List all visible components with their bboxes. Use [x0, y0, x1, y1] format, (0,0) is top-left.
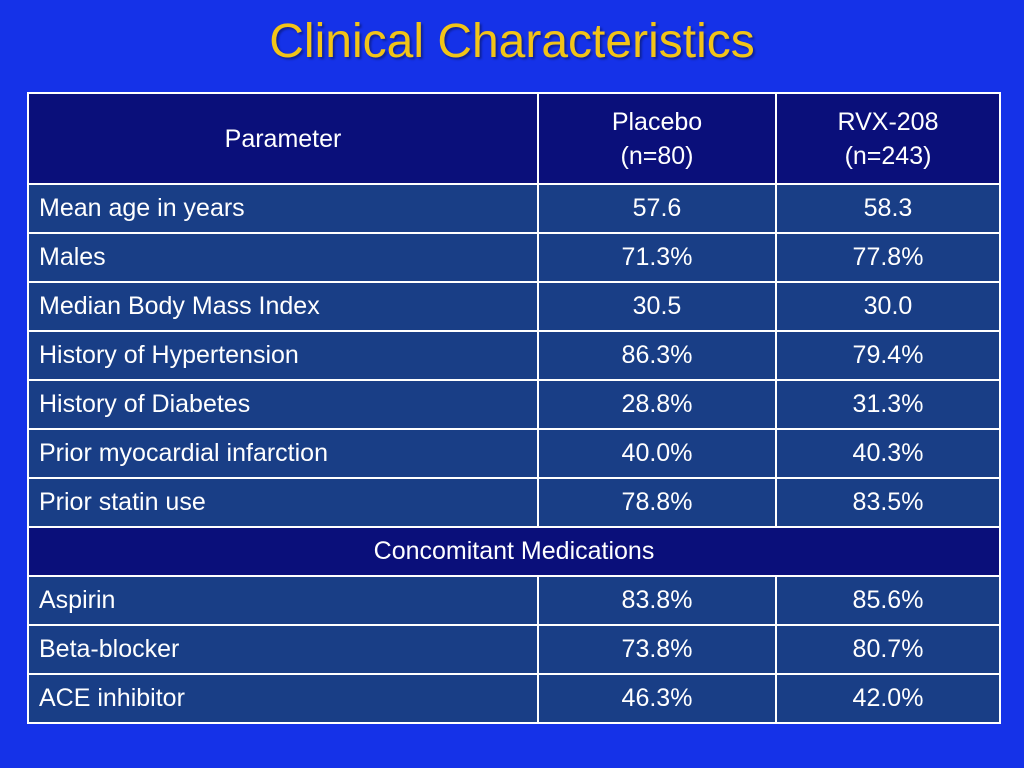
row-rvx208-value: 31.3%: [775, 379, 1001, 430]
row-parameter: Aspirin: [27, 575, 539, 626]
row-rvx208-value: 30.0: [775, 281, 1001, 332]
row-parameter: Prior statin use: [27, 477, 539, 528]
table-row: Beta-blocker 73.8% 80.7%: [27, 624, 1001, 675]
row-rvx208-value: 85.6%: [775, 575, 1001, 626]
row-placebo-value: 57.6: [537, 183, 777, 234]
section-row-concomitant-medications: Concomitant Medications: [27, 526, 1001, 577]
header-rvx208: RVX-208 (n=243): [775, 92, 1001, 185]
row-rvx208-value: 79.4%: [775, 330, 1001, 381]
row-parameter: Beta-blocker: [27, 624, 539, 675]
table-row: History of Diabetes 28.8% 31.3%: [27, 379, 1001, 430]
row-rvx208-value: 77.8%: [775, 232, 1001, 283]
table-row: Aspirin 83.8% 85.6%: [27, 575, 1001, 626]
table-row: Prior myocardial infarction 40.0% 40.3%: [27, 428, 1001, 479]
slide-title: Clinical Characteristics: [269, 15, 755, 68]
table-row: History of Hypertension 86.3% 79.4%: [27, 330, 1001, 381]
row-placebo-value: 71.3%: [537, 232, 777, 283]
row-placebo-value: 86.3%: [537, 330, 777, 381]
row-placebo-value: 28.8%: [537, 379, 777, 430]
table-row: Median Body Mass Index 30.5 30.0: [27, 281, 1001, 332]
header-placebo: Placebo (n=80): [537, 92, 777, 185]
header-parameter: Parameter: [27, 92, 539, 185]
row-rvx208-value: 42.0%: [775, 673, 1001, 724]
table-row: ACE inhibitor 46.3% 42.0%: [27, 673, 1001, 724]
section-label: Concomitant Medications: [27, 526, 1001, 577]
clinical-characteristics-table: Parameter Placebo (n=80) RVX-208 (n=243)…: [27, 92, 1001, 724]
row-placebo-value: 83.8%: [537, 575, 777, 626]
header-placebo-label: Placebo: [611, 107, 703, 136]
row-rvx208-value: 83.5%: [775, 477, 1001, 528]
row-parameter: Median Body Mass Index: [27, 281, 539, 332]
row-placebo-value: 73.8%: [537, 624, 777, 675]
row-placebo-value: 30.5: [537, 281, 777, 332]
header-rvx208-label: RVX-208: [837, 107, 939, 136]
table-row: Prior statin use 78.8% 83.5%: [27, 477, 1001, 528]
table-row: Mean age in years 57.6 58.3: [27, 183, 1001, 234]
row-parameter: Mean age in years: [27, 183, 539, 234]
row-rvx208-value: 40.3%: [775, 428, 1001, 479]
header-rvx208-n: (n=243): [844, 141, 932, 170]
row-parameter: History of Diabetes: [27, 379, 539, 430]
row-placebo-value: 78.8%: [537, 477, 777, 528]
header-placebo-n: (n=80): [620, 141, 694, 170]
row-parameter: ACE inhibitor: [27, 673, 539, 724]
row-parameter: Males: [27, 232, 539, 283]
table-header-row: Parameter Placebo (n=80) RVX-208 (n=243): [27, 92, 1001, 185]
table-row: Males 71.3% 77.8%: [27, 232, 1001, 283]
row-placebo-value: 40.0%: [537, 428, 777, 479]
row-placebo-value: 46.3%: [537, 673, 777, 724]
row-rvx208-value: 80.7%: [775, 624, 1001, 675]
row-rvx208-value: 58.3: [775, 183, 1001, 234]
row-parameter: Prior myocardial infarction: [27, 428, 539, 479]
row-parameter: History of Hypertension: [27, 330, 539, 381]
